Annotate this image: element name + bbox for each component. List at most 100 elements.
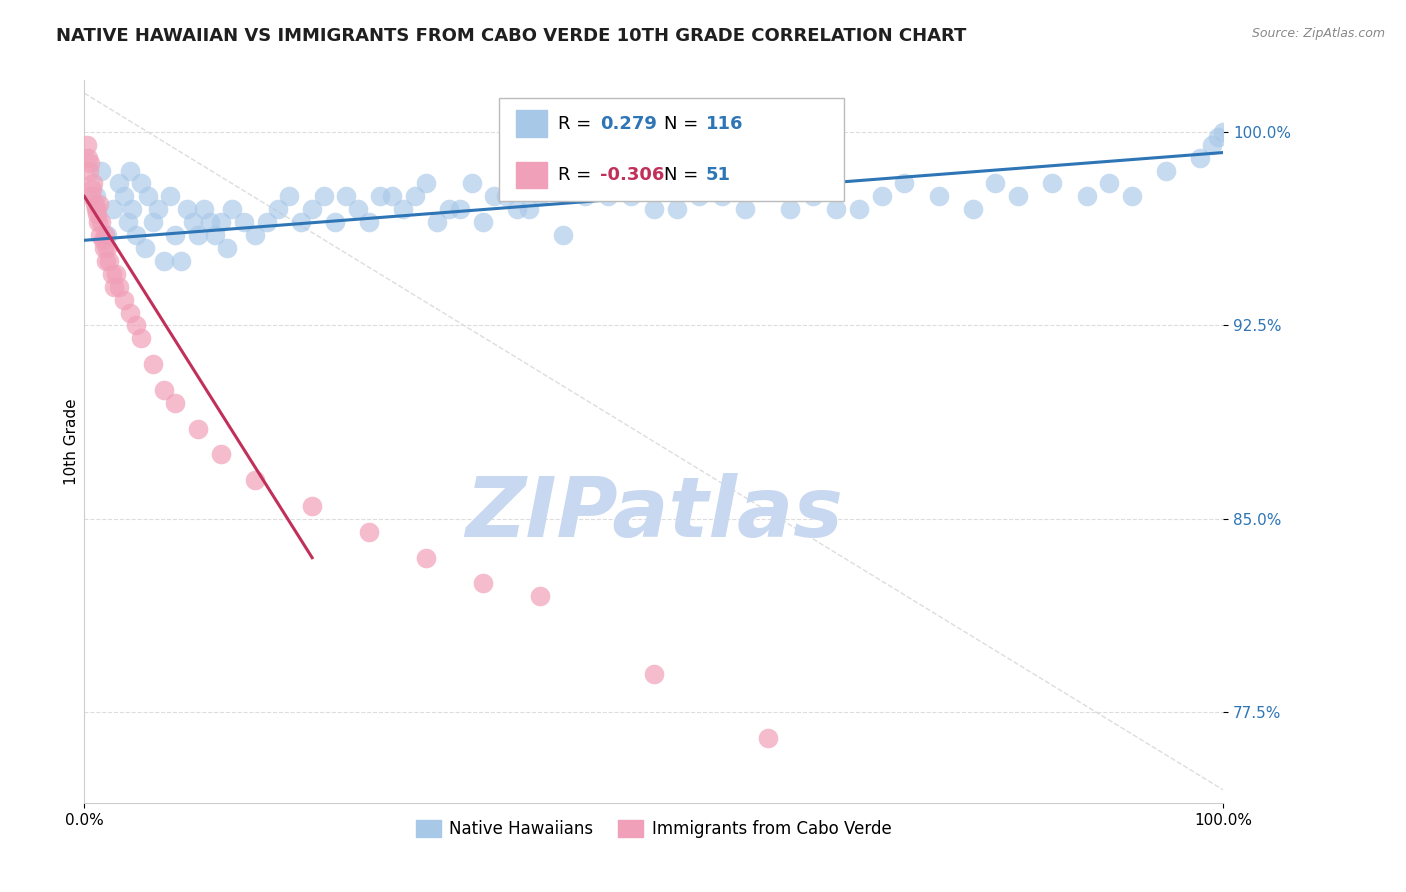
Point [84,202,107,217]
Point [165,228,187,243]
Point [76,151,98,165]
Text: NATIVE HAWAIIAN VS IMMIGRANTS FROM CABO VERDE 10TH GRADE CORRELATION CHART: NATIVE HAWAIIAN VS IMMIGRANTS FROM CABO … [56,27,966,45]
Point [221,202,243,217]
Point [529,590,551,604]
Point [79,156,101,170]
Point [245,473,267,487]
Point [472,215,495,229]
Point [96,241,118,255]
Point [825,202,848,217]
Point [80,189,103,203]
Point [118,163,141,178]
Point [136,189,159,203]
Point [1206,130,1229,145]
Point [209,215,232,229]
Point [1156,163,1178,178]
Point [1042,177,1064,191]
Point [848,202,870,217]
Point [131,331,153,345]
Point [346,202,368,217]
Point [209,447,232,461]
Point [1007,189,1029,203]
Point [415,550,437,565]
Point [506,202,529,217]
Point [495,189,517,203]
Text: N =: N = [664,166,703,184]
Point [529,189,551,203]
Text: R =: R = [558,166,598,184]
Point [1201,137,1223,152]
Text: R =: R = [558,115,598,133]
Point [153,254,176,268]
Point [204,228,226,243]
Point [290,215,312,229]
Point [688,189,710,203]
Point [83,197,105,211]
Point [278,189,301,203]
Point [90,215,112,229]
Point [187,228,209,243]
Point [94,254,117,268]
Point [392,202,415,217]
Point [153,383,176,397]
Point [142,215,165,229]
Point [472,576,495,591]
Point [124,318,146,333]
Point [1098,177,1121,191]
Point [323,215,346,229]
Point [1189,151,1212,165]
Point [107,177,129,191]
Point [598,189,620,203]
Text: Source: ZipAtlas.com: Source: ZipAtlas.com [1251,27,1385,40]
Point [984,177,1007,191]
Point [76,137,98,152]
Point [89,197,111,211]
Point [404,189,426,203]
Point [620,189,643,203]
Text: -0.306: -0.306 [600,166,665,184]
Point [962,202,984,217]
Text: 51: 51 [706,166,731,184]
Point [170,254,193,268]
Point [90,163,112,178]
Point [370,189,392,203]
Point [1212,125,1234,139]
Point [301,499,323,513]
Point [801,189,824,203]
Point [84,189,107,203]
Point [232,215,254,229]
Point [574,189,596,203]
Point [335,189,357,203]
Point [89,228,111,243]
Point [148,202,170,217]
Point [551,228,574,243]
Point [426,215,449,229]
Point [124,228,146,243]
Point [381,189,404,203]
Legend: Native Hawaiians, Immigrants from Cabo Verde: Native Hawaiians, Immigrants from Cabo V… [409,814,898,845]
Point [643,666,665,681]
Point [449,202,471,217]
Point [117,215,139,229]
Point [77,163,100,178]
Point [91,233,114,247]
Point [82,177,104,191]
Point [359,215,381,229]
Y-axis label: 10th Grade: 10th Grade [63,398,79,485]
Point [131,177,153,191]
Point [779,202,801,217]
Point [460,177,482,191]
Point [1121,189,1143,203]
Point [245,228,267,243]
Point [82,182,104,196]
Point [756,177,779,191]
Point [93,241,115,255]
Point [517,202,540,217]
Point [312,189,335,203]
Point [301,202,323,217]
Point [134,241,156,255]
Point [711,189,734,203]
Point [165,396,187,410]
Point [893,177,915,191]
Point [118,305,141,319]
